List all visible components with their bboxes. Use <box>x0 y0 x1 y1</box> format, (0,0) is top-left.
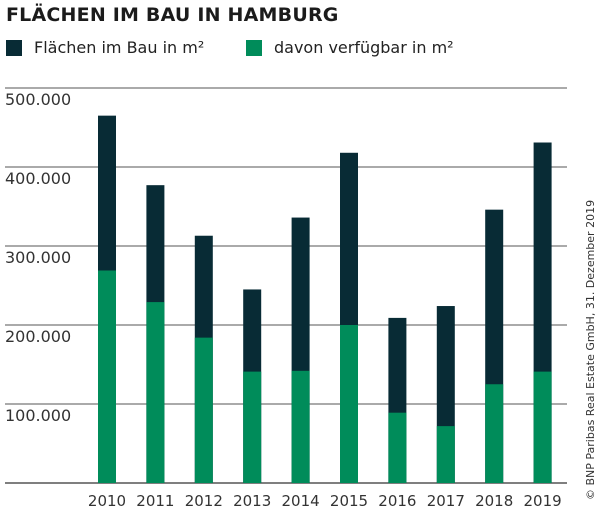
x-tick-label: 2015 <box>330 492 368 510</box>
bar-available <box>436 426 455 483</box>
legend-swatch-total <box>6 39 22 56</box>
chart-title: FLÄCHEN IM BAU IN HAMBURG <box>6 4 339 26</box>
bar-available <box>340 325 358 483</box>
bar-available <box>98 270 116 483</box>
y-tick-label: 400.000 <box>5 169 71 188</box>
legend-item-available: davon verfügbar in m² <box>246 38 454 57</box>
legend-item-total: Flächen im Bau in m² <box>6 38 204 57</box>
x-tick-label: 2010 <box>88 492 126 510</box>
x-tick-label: 2013 <box>233 492 271 510</box>
x-tick-label: 2019 <box>524 492 562 510</box>
bar-available <box>388 412 407 483</box>
legend-label-total: Flächen im Bau in m² <box>34 38 205 57</box>
x-tick-label: 2014 <box>282 492 320 510</box>
bar-available <box>146 302 165 483</box>
y-tick-label: 200.000 <box>5 327 71 346</box>
bar-available <box>485 384 504 483</box>
bar-available <box>194 337 213 483</box>
x-tick-label: 2017 <box>427 492 465 510</box>
legend-label-available: davon verfügbar in m² <box>274 38 454 57</box>
x-tick-label: 2018 <box>475 492 513 510</box>
y-tick-label: 500.000 <box>5 90 71 109</box>
x-tick-label: 2016 <box>378 492 416 510</box>
y-tick-label: 300.000 <box>5 248 71 267</box>
bar-available <box>533 371 552 483</box>
bar-available <box>243 371 262 483</box>
legend-swatch-available <box>246 39 262 56</box>
bar-available <box>291 370 310 483</box>
copyright-note: © BNP Paribas Real Estate GmbH, 31. Deze… <box>584 199 597 500</box>
y-tick-label: 100.000 <box>5 406 71 425</box>
x-tick-label: 2011 <box>136 492 174 510</box>
x-tick-label: 2012 <box>185 492 223 510</box>
